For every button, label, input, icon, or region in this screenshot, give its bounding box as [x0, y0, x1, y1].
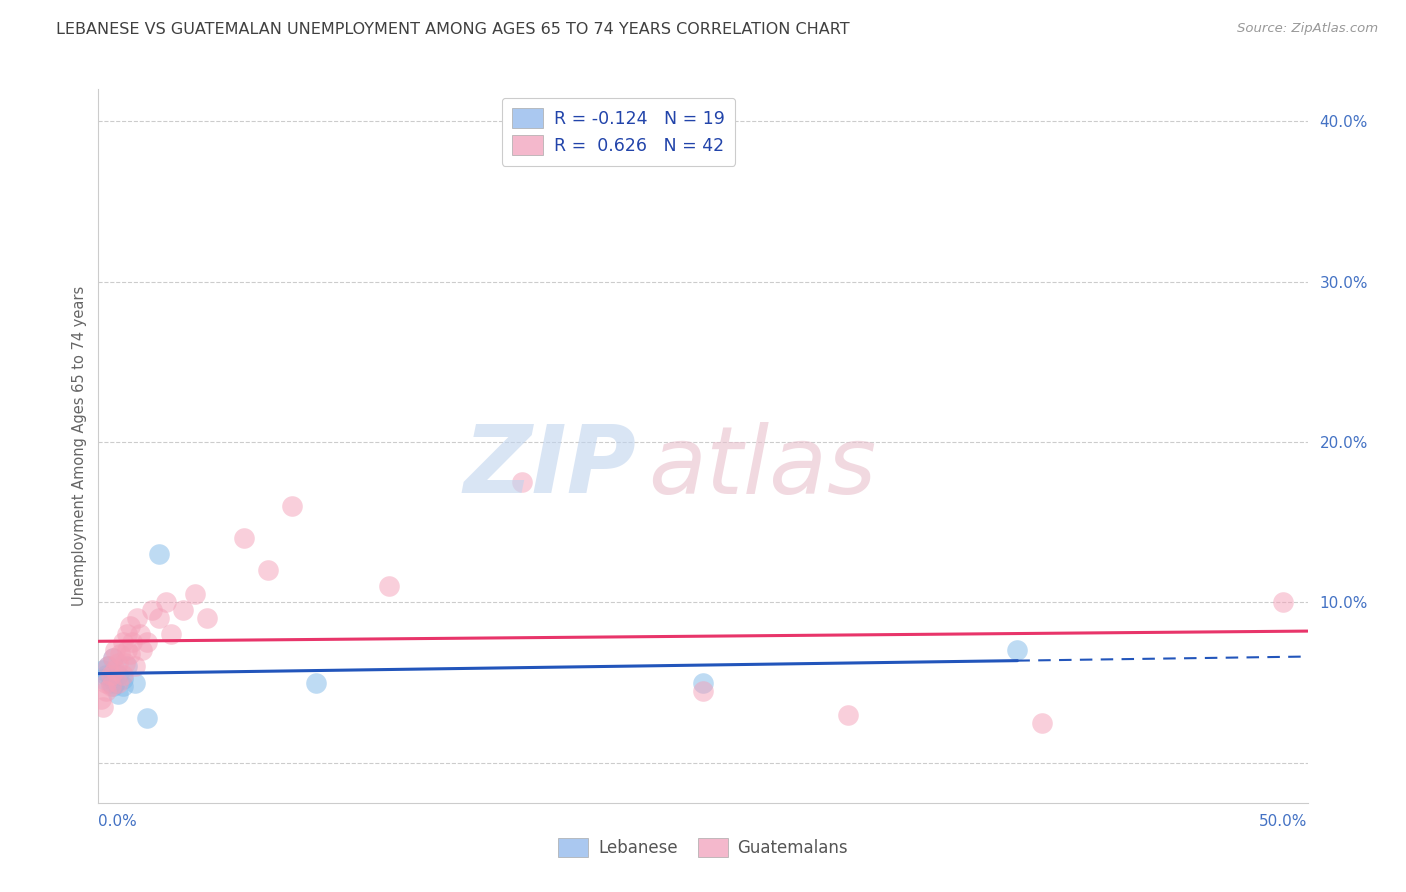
- Text: Source: ZipAtlas.com: Source: ZipAtlas.com: [1237, 22, 1378, 36]
- Point: [111, 635, 134, 649]
- Text: 0.0%: 0.0%: [98, 814, 138, 829]
- Point: [510, 475, 533, 489]
- Point: [90, 691, 112, 706]
- Text: 50.0%: 50.0%: [1260, 814, 1308, 829]
- Point: [128, 627, 150, 641]
- Point: [101, 651, 124, 665]
- Point: [117, 659, 139, 673]
- Point: [1272, 595, 1295, 609]
- Point: [100, 679, 122, 693]
- Point: [94, 675, 117, 690]
- Point: [108, 647, 131, 661]
- Point: [256, 563, 278, 577]
- Point: [281, 499, 304, 513]
- Point: [100, 675, 122, 690]
- Point: [121, 635, 143, 649]
- Point: [148, 547, 170, 561]
- Point: [305, 675, 328, 690]
- Text: ZIP: ZIP: [464, 421, 637, 514]
- Point: [111, 667, 134, 681]
- Point: [107, 667, 129, 681]
- Point: [118, 619, 141, 633]
- Point: [97, 659, 120, 673]
- Point: [160, 627, 183, 641]
- Point: [91, 673, 114, 687]
- Point: [94, 667, 117, 681]
- Point: [117, 643, 139, 657]
- Point: [127, 611, 149, 625]
- Point: [104, 643, 127, 657]
- Point: [91, 663, 114, 677]
- Point: [111, 673, 134, 687]
- Point: [118, 647, 141, 661]
- Point: [94, 683, 117, 698]
- Point: [1031, 715, 1053, 730]
- Point: [692, 683, 714, 698]
- Point: [692, 675, 714, 690]
- Point: [111, 679, 134, 693]
- Point: [172, 603, 194, 617]
- Point: [100, 667, 122, 681]
- Point: [135, 635, 157, 649]
- Point: [117, 627, 139, 641]
- Point: [148, 611, 170, 625]
- Point: [107, 687, 129, 701]
- Point: [124, 659, 146, 673]
- Point: [124, 675, 146, 690]
- Point: [104, 675, 127, 690]
- Point: [114, 657, 136, 671]
- Point: [141, 603, 163, 617]
- Point: [195, 611, 218, 625]
- Point: [232, 531, 254, 545]
- Text: LEBANESE VS GUATEMALAN UNEMPLOYMENT AMONG AGES 65 TO 74 YEARS CORRELATION CHART: LEBANESE VS GUATEMALAN UNEMPLOYMENT AMON…: [56, 22, 849, 37]
- Point: [135, 711, 157, 725]
- Point: [104, 663, 127, 677]
- Text: atlas: atlas: [648, 422, 877, 513]
- Point: [101, 679, 124, 693]
- Point: [107, 657, 129, 671]
- Point: [97, 659, 120, 673]
- Point: [91, 699, 114, 714]
- Point: [131, 643, 153, 657]
- Point: [837, 707, 859, 722]
- Point: [155, 595, 177, 609]
- Point: [184, 587, 207, 601]
- Point: [107, 675, 129, 690]
- Point: [101, 651, 124, 665]
- Y-axis label: Unemployment Among Ages 65 to 74 years: Unemployment Among Ages 65 to 74 years: [72, 285, 87, 607]
- Point: [377, 579, 399, 593]
- Point: [1007, 643, 1029, 657]
- Legend: Lebanese, Guatemalans: Lebanese, Guatemalans: [550, 830, 856, 866]
